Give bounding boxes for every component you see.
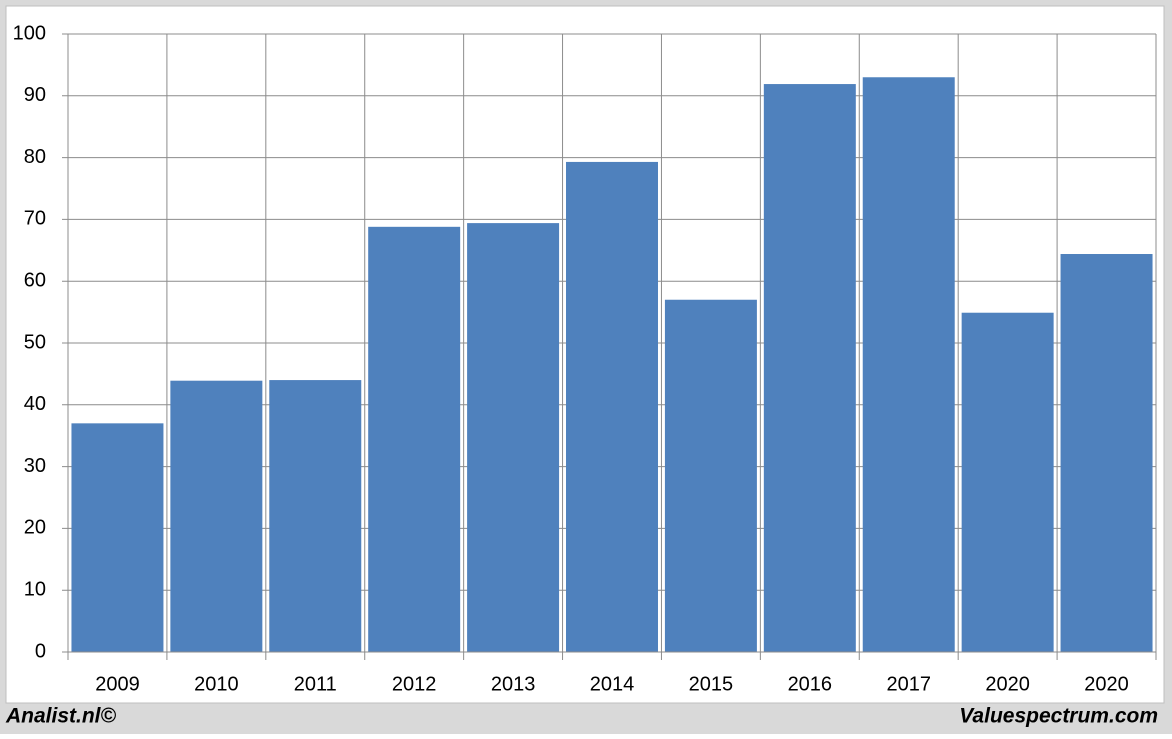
bar [1060, 254, 1153, 652]
bar [763, 84, 856, 653]
x-tick-label: 2013 [491, 673, 536, 695]
bar [862, 77, 955, 652]
y-tick-label: 100 [13, 22, 46, 44]
bar [566, 161, 658, 652]
x-tick-label: 2009 [95, 673, 140, 695]
y-tick-label: 10 [24, 578, 46, 600]
x-tick-label: 2010 [194, 673, 239, 695]
x-tick-label: 2020 [985, 673, 1030, 695]
x-tick-label: 2020 [1084, 673, 1129, 695]
credit-left: Analist.nl© [5, 705, 117, 728]
y-tick-label: 70 [24, 208, 46, 230]
x-tick-label: 2015 [689, 673, 734, 695]
bar [467, 223, 560, 652]
y-tick-label: 60 [24, 269, 46, 291]
bar [961, 312, 1054, 652]
y-tick-label: 30 [24, 455, 46, 477]
y-tick-label: 90 [24, 84, 46, 106]
y-tick-label: 20 [24, 517, 46, 539]
x-tick-label: 2016 [788, 673, 833, 695]
bar [170, 380, 263, 652]
bar [664, 299, 757, 652]
y-tick-label: 50 [24, 331, 46, 353]
x-tick-label: 2014 [590, 673, 635, 695]
x-tick-label: 2017 [886, 673, 931, 695]
y-tick-label: 40 [24, 393, 46, 415]
bar [368, 226, 461, 653]
credit-right: Valuespectrum.com [959, 705, 1158, 728]
bar [71, 423, 164, 652]
y-tick-label: 80 [24, 146, 46, 168]
bar [269, 380, 362, 652]
x-tick-label: 2011 [294, 673, 337, 695]
x-tick-label: 2012 [392, 673, 437, 695]
y-tick-label: 0 [35, 640, 46, 662]
